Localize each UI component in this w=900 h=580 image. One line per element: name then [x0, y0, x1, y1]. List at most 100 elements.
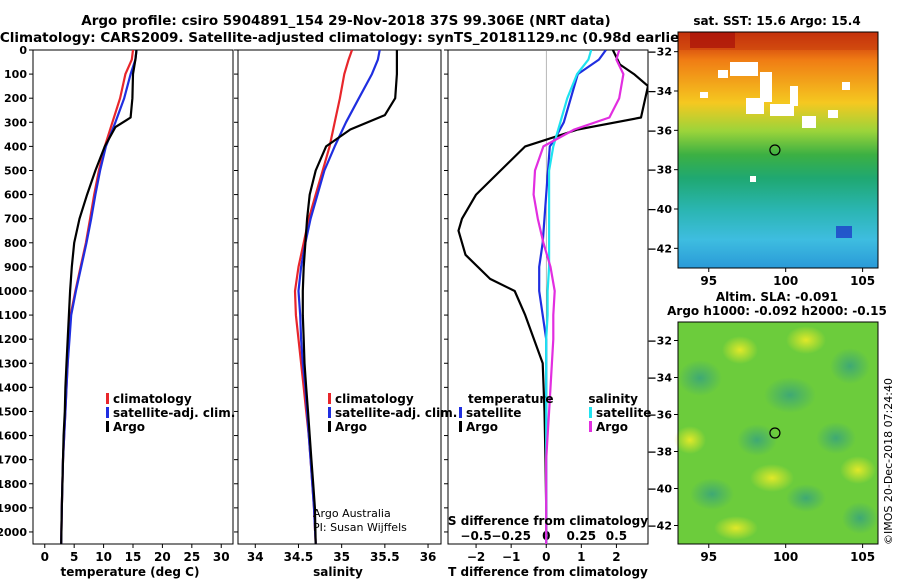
- map-y-tick-label: −32: [647, 46, 672, 59]
- x-tick-label: 1: [577, 550, 585, 564]
- difference-line-t-satellite: [538, 50, 607, 544]
- depth-tick-label: 900: [4, 261, 27, 274]
- x-tick-label: 0: [542, 550, 550, 564]
- depth-tick-label: 1900: [0, 502, 27, 515]
- diff-legend-t-satellite-swatch: [459, 407, 462, 418]
- s-tick-label: −0.25: [491, 529, 531, 543]
- sal-legend-climatology-swatch: [328, 393, 331, 404]
- map-x-tick-label: 95: [700, 550, 717, 564]
- figure-title-line2: Climatology: CARS2009. Satellite-adjuste…: [0, 30, 692, 46]
- depth-tick-label: 1400: [0, 381, 27, 394]
- map-y-tick-label: −36: [647, 124, 672, 137]
- map-y-tick-label: −38: [647, 446, 672, 459]
- sst-argo-location-marker: [769, 144, 781, 156]
- sla-map-title-line2: Argo h1000: -0.092 h2000: -0.15: [667, 304, 887, 318]
- depth-tick-label: 800: [4, 237, 27, 250]
- depth-tick-label: 500: [4, 164, 27, 177]
- sla-map: [674, 321, 879, 545]
- x-tick-label: 35: [333, 550, 350, 564]
- credit-argo-australia: Argo Australia: [313, 507, 391, 520]
- depth-tick-label: 1500: [0, 405, 27, 418]
- sal-legend-satellite-swatch: [328, 407, 331, 418]
- x-tick-label: 25: [183, 550, 200, 564]
- depth-tick-label: 1300: [0, 357, 27, 370]
- map-y-tick-label: −40: [647, 483, 672, 496]
- difference-line-s-argo: [532, 50, 625, 544]
- depth-tick-label: 1000: [0, 285, 27, 298]
- x-tick-label: −2: [467, 550, 485, 564]
- sst-cloud-mask: [700, 62, 850, 182]
- x-tick-label: 15: [125, 550, 142, 564]
- legend-argo-swatch: [106, 421, 109, 432]
- depth-tick-label: 1800: [0, 478, 27, 491]
- depth-tick-label: 600: [4, 189, 27, 202]
- map-x-tick-label: 105: [850, 550, 875, 564]
- x-tick-label: −1: [502, 550, 520, 564]
- s-tick-label: 0.5: [606, 529, 627, 543]
- diff-legend-salinity-header: salinity: [588, 392, 638, 406]
- x-tick-label: 34.5: [284, 550, 314, 564]
- sst-map: [677, 31, 879, 269]
- x-tick-label: 36: [420, 550, 437, 564]
- sla-map-frame: [677, 321, 879, 545]
- salinity-line-argo: [301, 50, 398, 544]
- difference-legend: temperature salinity satellite Argo sate…: [459, 392, 651, 434]
- x-tick-label: 20: [154, 550, 171, 564]
- map-y-tick-label: −34: [647, 372, 672, 385]
- difference-line-s-satellite: [545, 50, 593, 544]
- difference-panel-frame: [447, 49, 649, 545]
- temperature-legend: climatology satellite-adj. clim. Argo: [106, 392, 235, 434]
- map-y-tick-label: −32: [647, 335, 672, 348]
- legend-satellite-swatch: [106, 407, 109, 418]
- depth-tick-label: 700: [4, 213, 27, 226]
- difference-s-xlabel: S difference from climatology: [448, 514, 648, 528]
- imos-watermark: ©IMOS 20-Dec-2018 07:24:40: [882, 378, 895, 545]
- legend-argo-label: Argo: [113, 420, 145, 434]
- depth-tick-label: 1100: [0, 309, 27, 322]
- map-x-tick-label: 105: [850, 274, 875, 288]
- sst-map-title: sat. SST: 15.6 Argo: 15.4: [693, 14, 860, 28]
- temperature-xlabel: temperature (deg C): [61, 565, 200, 579]
- legend-climatology-label: climatology: [113, 392, 192, 406]
- depth-tick-label: 2000: [0, 526, 27, 539]
- diff-legend-t-satellite-label: satellite: [466, 406, 521, 420]
- sst-hot-patch: [690, 32, 735, 48]
- map-x-tick-label: 100: [773, 274, 798, 288]
- figure-title-line1: Argo profile: csiro 5904891_154 29-Nov-2…: [81, 13, 610, 29]
- salinity-line-satellite-adj-clim-: [297, 50, 381, 544]
- diff-legend-s-satellite-swatch: [589, 407, 592, 418]
- depth-tick-label: 1600: [0, 430, 27, 443]
- diff-legend-temperature-header: temperature: [468, 392, 553, 406]
- sal-legend-argo-swatch: [328, 421, 331, 432]
- difference-line-t-argo: [457, 50, 648, 544]
- axes-layer: 0100200300400500600700800900100011001200…: [0, 44, 875, 564]
- map-y-tick-label: −42: [647, 520, 672, 533]
- diff-legend-s-satellite-label: satellite: [596, 406, 651, 420]
- depth-tick-label: 400: [4, 140, 27, 153]
- sal-legend-satellite-label: satellite-adj. clim.: [335, 406, 457, 420]
- depth-tick-label: 1200: [0, 333, 27, 346]
- depth-tick-label: 100: [4, 68, 27, 81]
- diff-legend-s-argo-swatch: [589, 421, 592, 432]
- depth-tick-label: 200: [4, 92, 27, 105]
- map-y-tick-label: −34: [647, 85, 672, 98]
- sal-legend-argo-label: Argo: [335, 420, 367, 434]
- salinity-legend: climatology satellite-adj. clim. Argo Ar…: [313, 392, 457, 534]
- diff-legend-t-argo-label: Argo: [466, 420, 498, 434]
- x-tick-label: 35.5: [370, 550, 400, 564]
- s-tick-label: −0.5: [460, 529, 491, 543]
- salinity-xlabel: salinity: [313, 565, 363, 579]
- sla-argo-location-marker: [769, 427, 781, 439]
- map-y-tick-label: −36: [647, 409, 672, 422]
- difference-series-group: [457, 50, 648, 544]
- depth-tick-label: 300: [4, 116, 27, 129]
- map-y-tick-label: −38: [647, 164, 672, 177]
- series-layer: [60, 50, 648, 544]
- diff-legend-t-argo-swatch: [459, 421, 462, 432]
- salinity-panel-frame: [237, 49, 442, 545]
- sst-map-frame: [677, 31, 879, 269]
- credit-pi: PI: Susan Wijffels: [313, 521, 407, 534]
- x-tick-label: 0: [41, 550, 49, 564]
